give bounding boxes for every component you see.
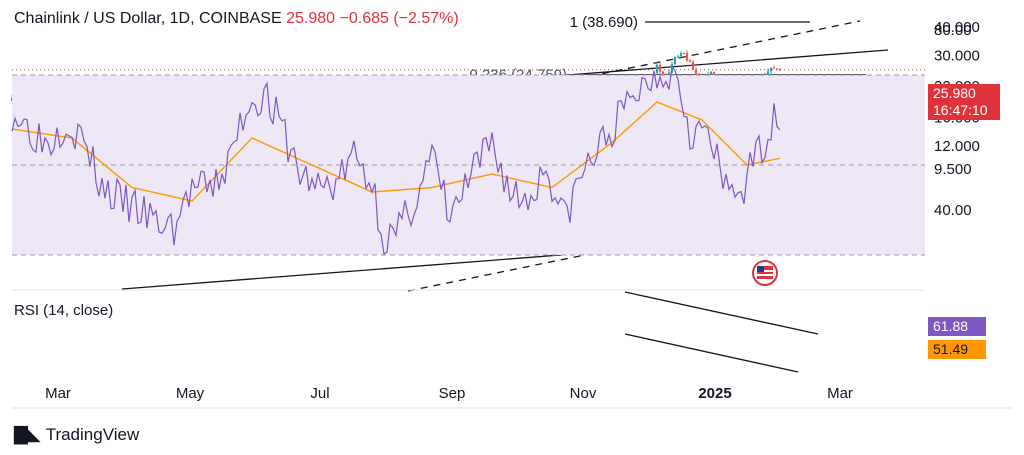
- candle: [682, 53, 686, 55]
- candle: [655, 64, 659, 74]
- candle: [667, 72, 671, 77]
- x-axis-label: May: [176, 385, 205, 402]
- y-axis-label: 40.000: [934, 19, 980, 36]
- rsi-ma-line: [11, 101, 781, 202]
- candle: [658, 64, 662, 72]
- y-axis-label: 9.500: [934, 161, 972, 178]
- candle: [712, 71, 716, 76]
- rsi-line: [11, 64, 781, 256]
- candle: [778, 69, 782, 71]
- bar-countdown: 16:47:10: [933, 102, 988, 118]
- candle: [661, 71, 665, 76]
- candle: [688, 60, 692, 62]
- rsi-pane: [11, 64, 925, 256]
- rsi-axis-label: 40.00: [934, 202, 972, 219]
- tradingview-logo-icon: ▇◣: [14, 424, 41, 444]
- candle: [769, 67, 773, 72]
- x-axis-label: Nov: [570, 385, 597, 402]
- last-price-value: 25.980: [933, 85, 976, 101]
- flag-icon[interactable]: [752, 260, 778, 286]
- candle: [766, 71, 770, 77]
- symbol-title: Chainlink / US Dollar, 1D, COINBASE: [14, 10, 282, 27]
- fib-level-label: 1 (38.690): [570, 14, 638, 31]
- x-axis-label: Jul: [310, 385, 329, 402]
- x-axis-label: Mar: [45, 385, 71, 402]
- candle: [679, 53, 683, 57]
- x-axis-label: Sep: [439, 385, 466, 402]
- rsi-axis-label: 80.00: [934, 22, 972, 39]
- price-change: −0.685 (−2.57%): [339, 10, 459, 27]
- candle: [775, 68, 779, 70]
- rsi-value-tag: 61.88: [928, 317, 986, 336]
- x-axis-label: Mar: [827, 385, 853, 402]
- rsi-upper-trendline: [624, 291, 819, 335]
- candle: [685, 53, 689, 61]
- candle: [691, 61, 695, 70]
- y-axis-label: 30.000: [934, 48, 980, 65]
- last-price-tag: 25.980 16:47:10: [928, 84, 1000, 120]
- x-axis-label: 2025: [698, 385, 731, 402]
- candle: [709, 71, 713, 75]
- last-price: 25.980: [286, 10, 336, 27]
- rsi-lower-trendline: [624, 333, 799, 373]
- rsi-ma-tag: 51.49: [928, 340, 986, 359]
- y-axis-label: 12.000: [934, 138, 980, 155]
- candle: [772, 67, 776, 69]
- candle: [694, 69, 698, 74]
- candle: [676, 56, 680, 58]
- chart-header: Chainlink / US Dollar, 1D, COINBASE 25.9…: [14, 10, 459, 28]
- candle: [673, 56, 677, 65]
- brand-name: TradingView: [45, 424, 140, 444]
- tradingview-brand[interactable]: ▇◣ TradingView: [14, 424, 139, 445]
- rsi-title: RSI (14, close): [14, 302, 114, 319]
